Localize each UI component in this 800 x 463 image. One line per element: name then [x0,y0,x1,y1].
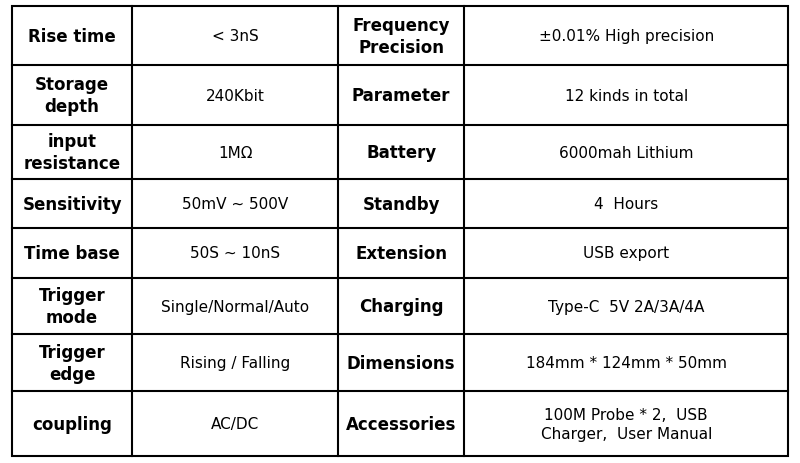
Text: coupling: coupling [32,415,112,433]
Text: Frequency
Precision: Frequency Precision [353,17,450,56]
Text: Single/Normal/Auto: Single/Normal/Auto [161,299,309,314]
Text: Storage
depth: Storage depth [35,76,110,116]
Text: Extension: Extension [355,244,447,263]
Text: Rising / Falling: Rising / Falling [180,356,290,370]
Text: AC/DC: AC/DC [211,416,259,431]
Text: 184mm * 124mm * 50mm: 184mm * 124mm * 50mm [526,356,726,370]
Text: Charging: Charging [359,297,443,315]
Text: 50mV ~ 500V: 50mV ~ 500V [182,197,288,212]
Text: 6000mah Lithium: 6000mah Lithium [559,145,694,160]
Text: Dimensions: Dimensions [347,354,455,372]
Text: Rise time: Rise time [28,28,116,46]
Text: Type-C  5V 2A/3A/4A: Type-C 5V 2A/3A/4A [548,299,704,314]
Text: 4  Hours: 4 Hours [594,197,658,212]
Text: Parameter: Parameter [352,87,450,105]
Text: ±0.01% High precision: ±0.01% High precision [538,29,714,44]
Text: input
resistance: input resistance [23,133,121,173]
Text: 240Kbit: 240Kbit [206,88,265,103]
Text: Trigger
mode: Trigger mode [38,286,106,326]
Text: Accessories: Accessories [346,415,456,433]
Text: < 3nS: < 3nS [212,29,258,44]
Text: Battery: Battery [366,144,436,162]
Text: Sensitivity: Sensitivity [22,195,122,213]
Text: 100M Probe * 2,  USB
Charger,  User Manual: 100M Probe * 2, USB Charger, User Manual [541,407,712,441]
Text: Standby: Standby [362,195,440,213]
Text: USB export: USB export [583,246,670,261]
Text: Trigger
edge: Trigger edge [38,343,106,383]
Text: 50S ~ 10nS: 50S ~ 10nS [190,246,280,261]
Text: Time base: Time base [24,244,120,263]
Text: 1MΩ: 1MΩ [218,145,252,160]
Text: 12 kinds in total: 12 kinds in total [565,88,688,103]
